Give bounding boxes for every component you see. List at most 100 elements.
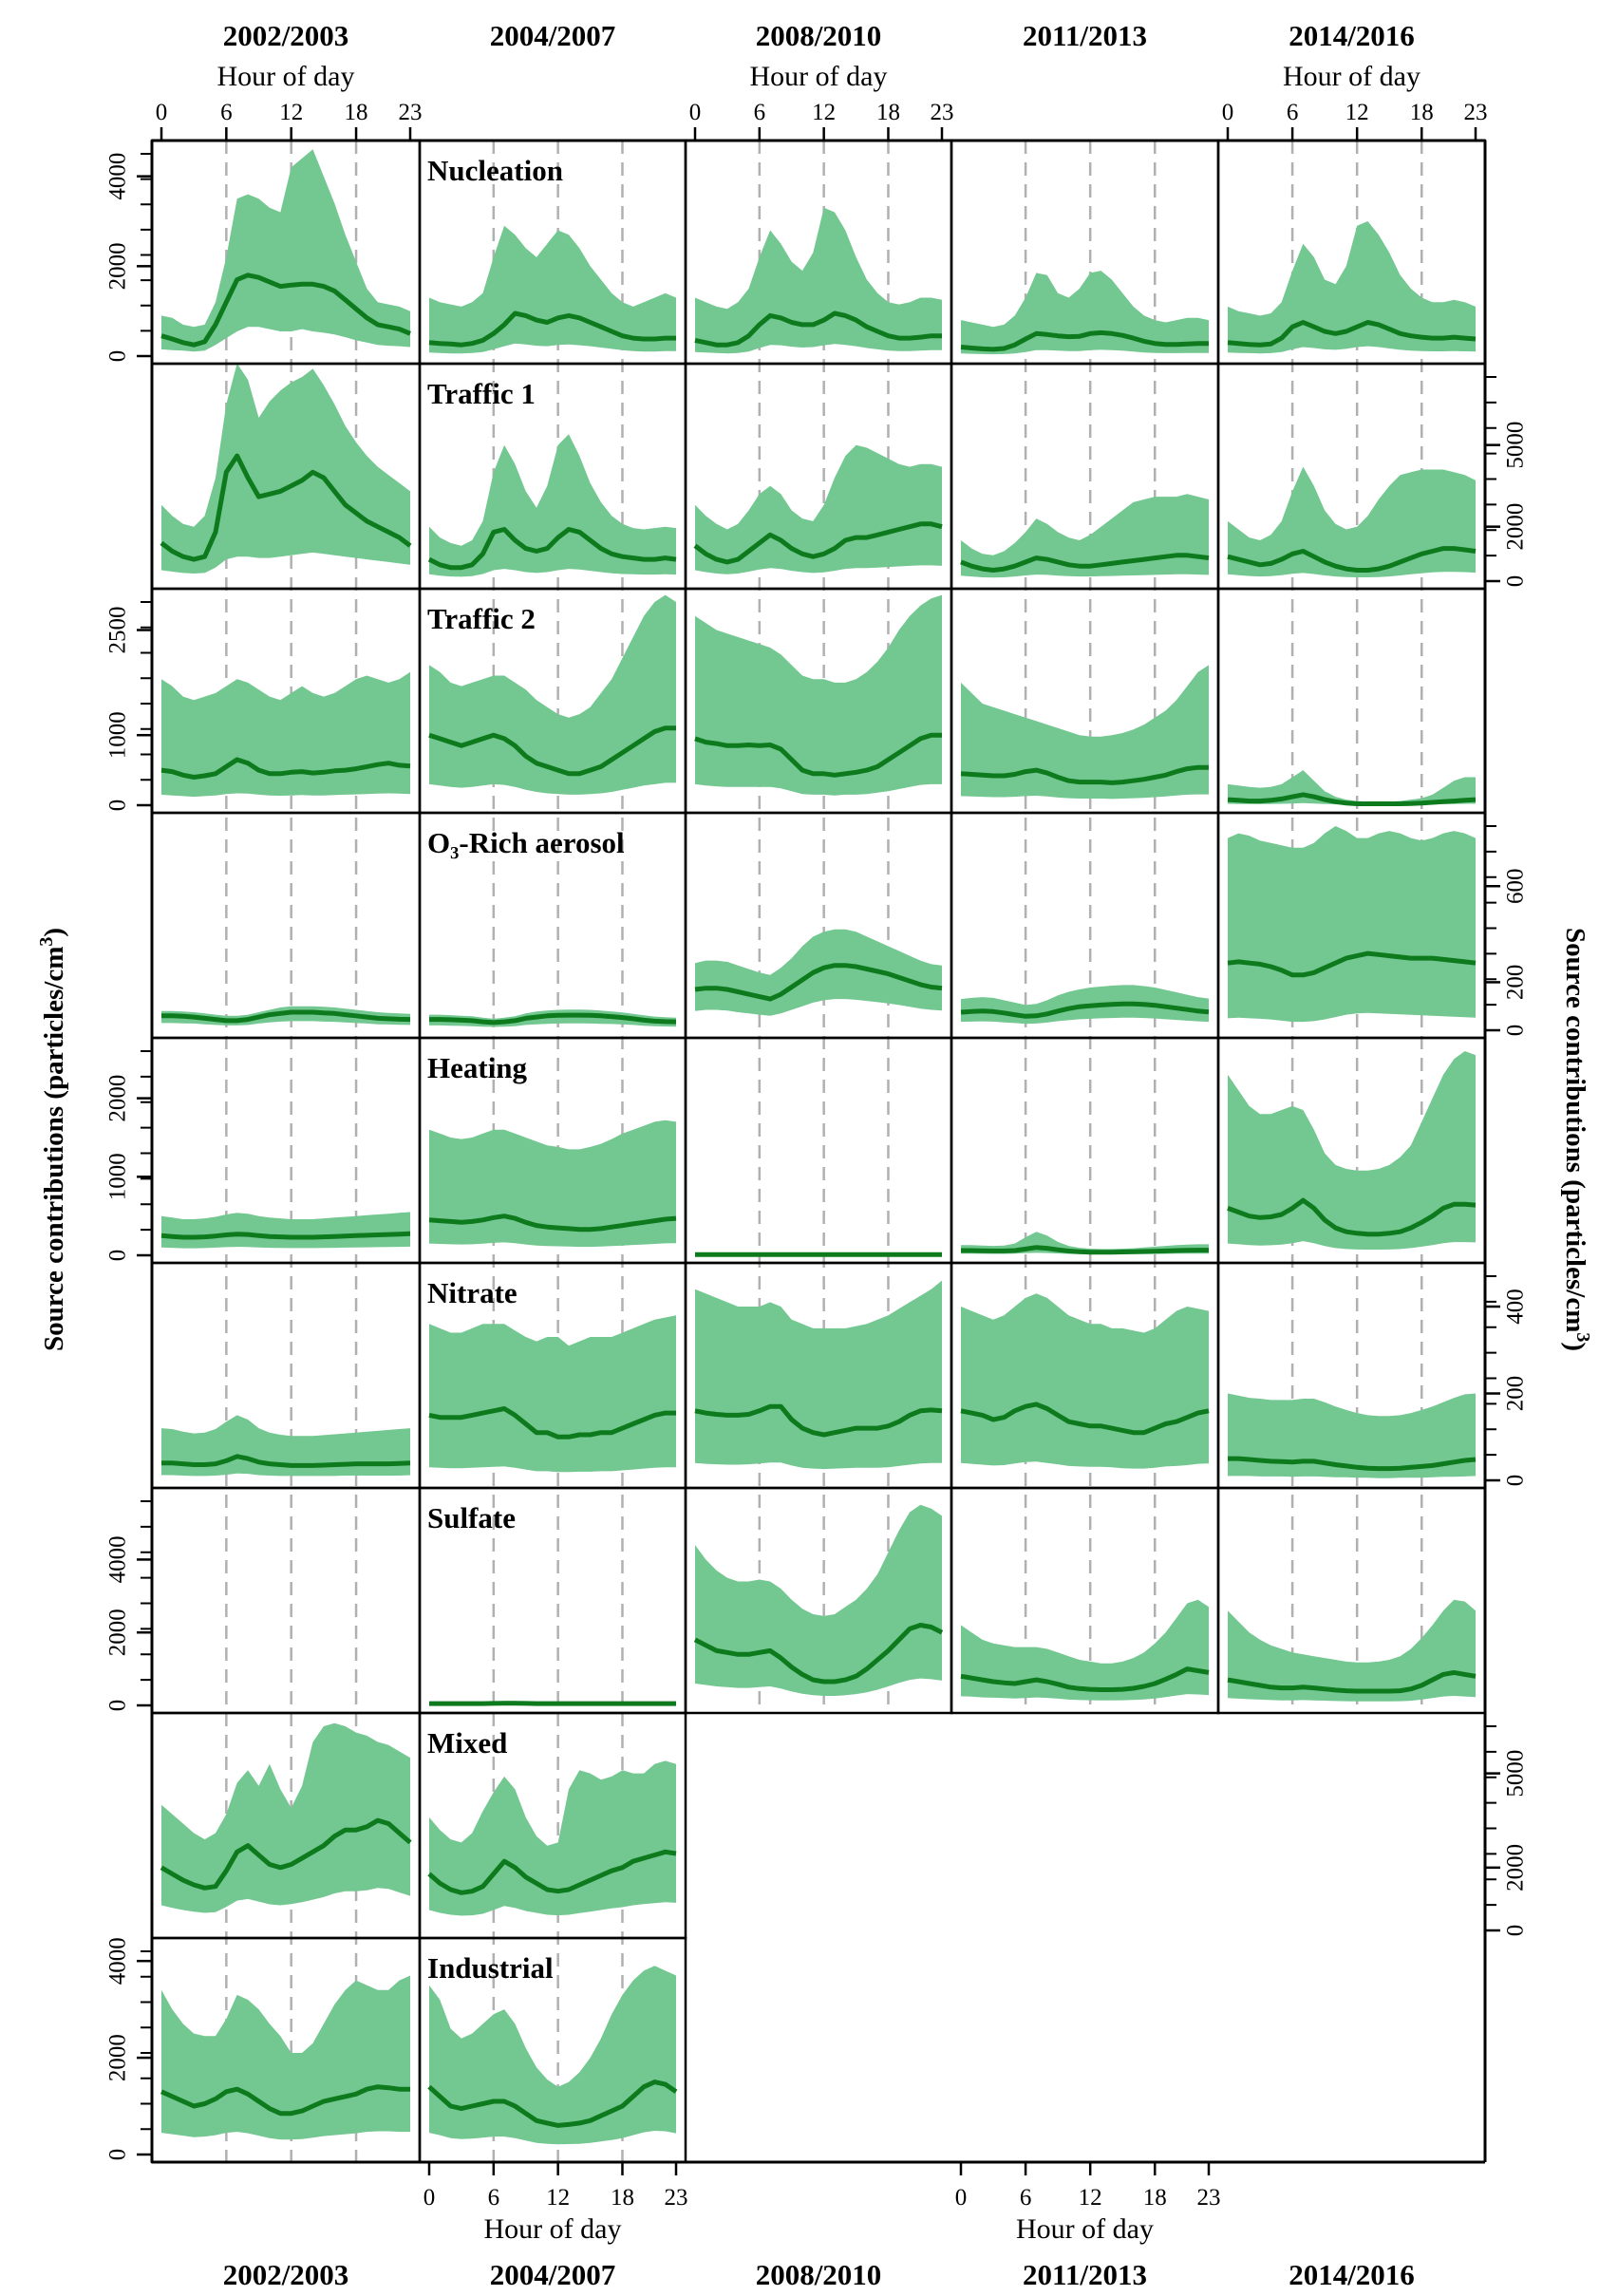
hour-tick-label-0: 0	[1222, 100, 1234, 125]
median-line-traffic-1-0	[160, 453, 412, 562]
median-line-traffic-1-2	[693, 521, 943, 565]
y-tick-label-1000: 1000	[105, 711, 131, 759]
median-line-traffic-2-4	[1227, 792, 1477, 806]
range-band-sulfate-2	[695, 1504, 942, 1696]
y-tick-label-400: 400	[1503, 1289, 1529, 1325]
median-line-traffic-2-0	[160, 757, 411, 780]
hour-tick-label-12: 12	[279, 100, 303, 125]
period-header-top-2: 2008/2010	[756, 19, 882, 52]
range-band-o-rich-aerosol-4	[1228, 826, 1476, 1023]
range-band-nucleation-2	[695, 207, 942, 354]
median-line-nitrate-3	[960, 1402, 1210, 1436]
hour-tick-label-6: 6	[754, 100, 766, 125]
y-tick-label-4000: 4000	[105, 1937, 131, 1985]
range-band-heating-0	[161, 1212, 410, 1249]
hour-tick-label-0: 0	[423, 2185, 436, 2211]
range-band-industrial-0	[161, 1975, 410, 2140]
y-tick-label-2000: 2000	[105, 242, 131, 290]
range-band-nitrate-2	[695, 1280, 942, 1470]
hour-tick-label-23: 23	[1197, 2185, 1221, 2211]
period-header-bottom-3: 2011/2013	[1023, 2258, 1147, 2291]
period-header-top-1: 2004/2007	[490, 19, 616, 52]
median-line-traffic-2-3	[960, 764, 1209, 785]
hour-tick-label-23: 23	[931, 100, 954, 125]
hour-tick-label-6: 6	[1020, 2185, 1032, 2211]
median-line-industrial-1	[427, 2080, 678, 2128]
range-band-nucleation-4	[1228, 221, 1476, 354]
hour-tick-label-18: 18	[1143, 2185, 1167, 2211]
range-band-sulfate-3	[961, 1599, 1209, 1701]
hour-tick-label-12: 12	[812, 100, 836, 125]
median-line-sulfate-2	[693, 1623, 944, 1684]
median-line-nucleation-2	[694, 311, 942, 348]
median-line-industrial-0	[160, 2084, 410, 2117]
hour-tick-label-6: 6	[1287, 100, 1299, 125]
median-line-o-rich-aerosol-3	[960, 1001, 1210, 1019]
y-tick-label-0: 0	[1503, 1925, 1529, 1937]
y-tick-label-0: 0	[105, 800, 131, 812]
median-line-traffic-1-4	[1227, 546, 1477, 573]
hour-tick-label-6: 6	[220, 100, 233, 125]
median-line-nitrate-2	[694, 1403, 943, 1438]
row-label-traffic-1: Traffic 1	[427, 377, 536, 410]
hour-axis-title: Hour of day	[1016, 2213, 1154, 2245]
row-label-nucleation: Nucleation	[427, 154, 563, 187]
hour-tick-label-18: 18	[345, 100, 368, 125]
row-label-sulfate: Sulfate	[427, 1501, 516, 1534]
y-tick-label-1000: 1000	[105, 1153, 131, 1200]
y-tick-label-4000: 4000	[105, 153, 131, 200]
median-line-mixed-0	[160, 1817, 412, 1891]
y-tick-label-2000: 2000	[105, 2034, 131, 2081]
y-tick-label-2000: 2000	[1503, 1844, 1529, 1891]
median-line-heating-3	[961, 1245, 1209, 1255]
median-line-nucleation-3	[960, 329, 1209, 352]
y-tick-label-200: 200	[1503, 965, 1529, 1001]
range-band-sulfate-4	[1228, 1599, 1476, 1702]
median-line-o-rich-aerosol-0	[161, 1009, 411, 1024]
hour-tick-label-23: 23	[399, 100, 423, 125]
row-label-heating: Heating	[427, 1051, 528, 1084]
range-band-nitrate-3	[961, 1293, 1209, 1469]
row-label-industrial: Industrial	[427, 1951, 554, 1985]
range-band-nitrate-1	[429, 1315, 676, 1473]
range-band-traffic-1-4	[1228, 466, 1476, 577]
median-line-o-rich-aerosol-2	[694, 963, 943, 1002]
y-tick-label-2000: 2000	[105, 1075, 131, 1122]
y-tick-label-4000: 4000	[105, 1535, 131, 1583]
y-tick-label-2000: 2000	[105, 1609, 131, 1656]
hour-tick-label-0: 0	[156, 100, 168, 125]
range-band-traffic-1-2	[695, 444, 942, 574]
row-label-o-rich-aerosol: O₃-Rich aerosol	[427, 826, 625, 859]
y-tick-label-0: 0	[1503, 1475, 1529, 1487]
median-line-o-rich-aerosol-4	[1227, 950, 1477, 978]
period-header-top-0: 2002/2003	[223, 19, 349, 52]
y-tick-label-0: 0	[105, 1250, 131, 1262]
hour-tick-label-23: 23	[1464, 100, 1488, 125]
y-axis-label-left: Source contributions (particles/cm3)	[36, 928, 69, 1351]
row-label-mixed: Mixed	[427, 1726, 507, 1760]
hour-axis-title: Hour of day	[484, 2213, 622, 2245]
hour-tick-label-18: 18	[876, 100, 900, 125]
range-band-traffic-1-0	[161, 363, 410, 574]
period-header-bottom-1: 2004/2007	[490, 2258, 616, 2291]
row-label-nitrate: Nitrate	[427, 1276, 517, 1309]
y-tick-label-5000: 5000	[1503, 422, 1529, 469]
median-line-traffic-1-3	[960, 553, 1210, 573]
median-line-heating-1	[428, 1214, 677, 1233]
hour-axis-title: Hour of day	[217, 61, 355, 92]
hour-axis-title: Hour of day	[1283, 61, 1420, 92]
median-line-nitrate-4	[1228, 1456, 1477, 1472]
hour-tick-label-18: 18	[611, 2185, 634, 2211]
median-line-mixed-1	[427, 1849, 677, 1895]
range-band-nitrate-4	[1228, 1393, 1476, 1478]
hour-tick-label-12: 12	[1079, 2185, 1102, 2211]
median-line-heating-4	[1227, 1197, 1477, 1237]
hour-tick-label-0: 0	[689, 100, 702, 125]
hour-tick-label-18: 18	[1410, 100, 1434, 125]
median-line-o-rich-aerosol-1	[429, 1012, 677, 1026]
y-tick-label-0: 0	[1503, 575, 1529, 588]
y-tick-label-0: 0	[105, 350, 131, 363]
